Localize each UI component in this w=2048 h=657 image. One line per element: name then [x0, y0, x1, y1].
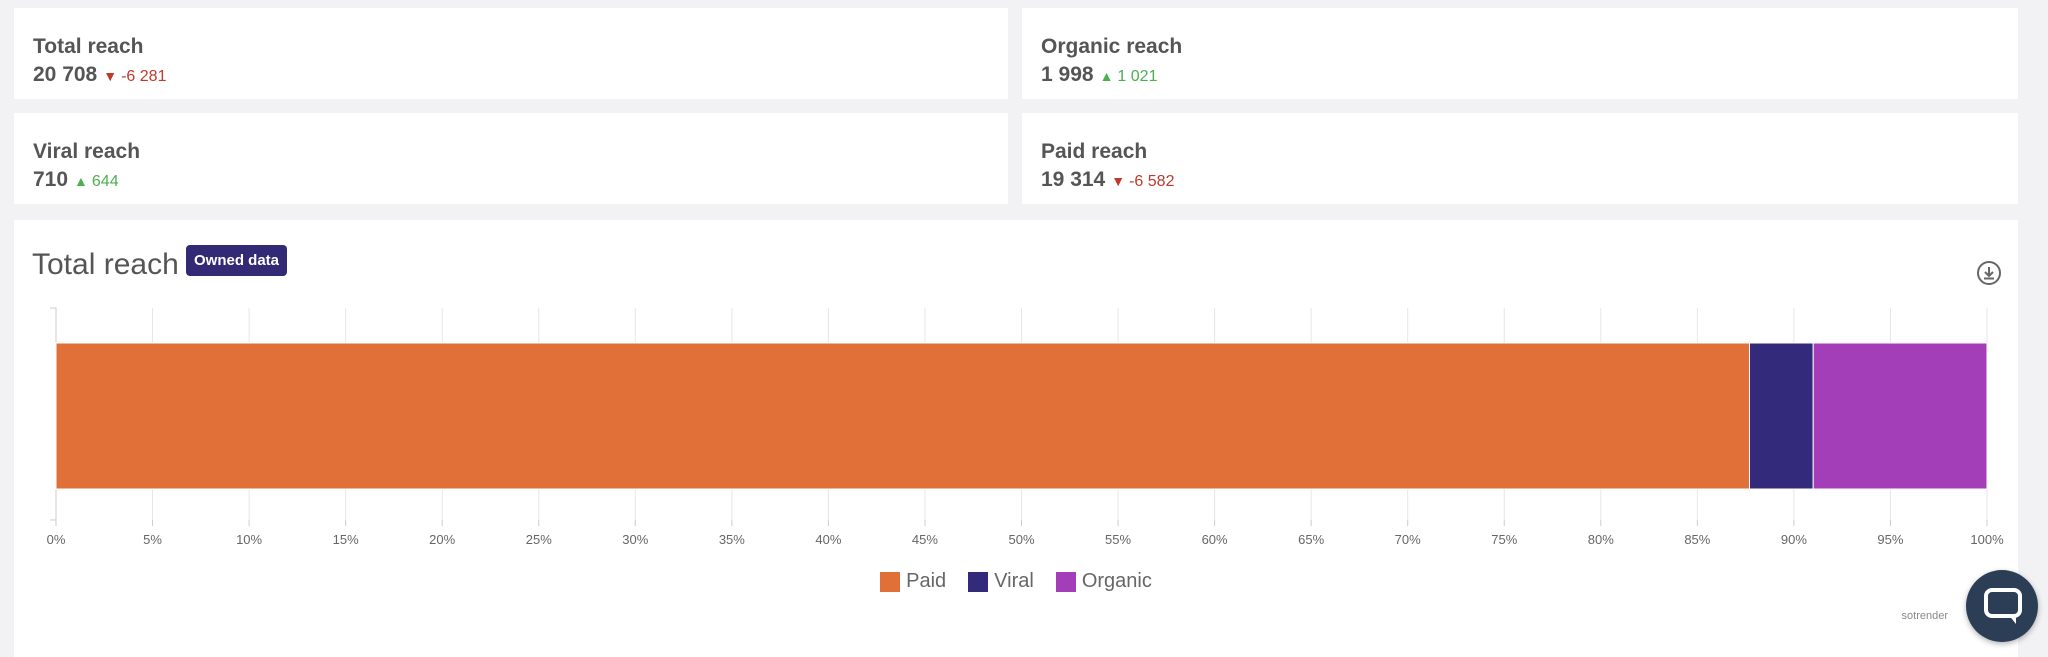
kpi-title: Viral reach — [33, 140, 141, 163]
reach-stacked-bar-chart: 0% 5% 10% 15% 20% 25% 30% 35% 40% 45% 50% 55% 60% 65%… — [47, 307, 2004, 547]
kpi-delta-value: -6 281 — [121, 68, 167, 85]
legend-label: Viral — [994, 570, 1034, 592]
kpi-delta: ▼ -6 582 — [1111, 173, 1174, 191]
legend-swatch — [968, 571, 989, 592]
kpi-card-viral-reach: Viral reach 710 ▲ 644 — [14, 113, 1008, 204]
chart-legend: Paid Viral Organic — [14, 570, 2018, 593]
x-tick-label: 55% — [1105, 532, 1131, 547]
kpi-delta: ▲ 1 021 — [1100, 68, 1158, 86]
chat-bubble-icon — [1984, 588, 2022, 624]
chat-button[interactable] — [1966, 570, 2038, 642]
kpi-title: Paid reach — [1041, 140, 1148, 163]
x-tick-label: 60% — [1202, 532, 1228, 547]
bar-segment-viral — [1748, 342, 1814, 490]
x-tick-label: 35% — [719, 532, 745, 547]
x-tick-label: 90% — [1781, 532, 1807, 547]
watermark: sotrender — [1901, 610, 1948, 622]
kpi-delta-value: 644 — [91, 173, 119, 190]
x-tick-label: 80% — [1588, 532, 1614, 547]
legend-item-paid[interactable]: Paid — [880, 570, 946, 593]
legend-swatch — [1055, 571, 1076, 592]
x-tick-label: 95% — [1877, 532, 1903, 547]
kpi-card-total-reach: Total reach 20 708 ▼ -6 281 — [14, 8, 1008, 99]
x-tick-label: 100% — [1970, 532, 2004, 547]
legend-item-organic[interactable]: Organic — [1055, 570, 1152, 593]
x-tick-label: 30% — [622, 532, 648, 547]
triangle-up-icon: ▲ — [1099, 68, 1114, 84]
y-axis-line — [50, 307, 57, 521]
chart-card: Total reach Owned data 0% 5% 10% 15% 20% 25% 3… — [14, 220, 2018, 657]
bar-segment-paid — [55, 342, 1750, 490]
legend-item-viral[interactable]: Viral — [968, 570, 1034, 593]
triangle-down-icon: ▼ — [1111, 173, 1126, 189]
chart-title: Total reach — [32, 248, 179, 281]
legend-label: Organic — [1081, 570, 1152, 592]
kpi-delta: ▲ 644 — [74, 173, 119, 191]
x-tick-label: 70% — [1395, 532, 1421, 547]
x-tick-label: 65% — [1298, 532, 1324, 547]
x-tick-label: 0% — [47, 532, 66, 547]
x-tick-label: 25% — [526, 532, 552, 547]
x-tick-label: 45% — [912, 532, 938, 547]
x-tick-label: 10% — [236, 532, 262, 547]
x-tick-label: 15% — [333, 532, 359, 547]
kpi-card-organic-reach: Organic reach 1 998 ▲ 1 021 — [1022, 8, 2018, 99]
kpi-value: 19 314 — [1041, 168, 1106, 191]
x-tick-label: 85% — [1684, 532, 1710, 547]
triangle-down-icon: ▼ — [103, 68, 118, 84]
x-tick-label: 75% — [1491, 532, 1517, 547]
kpi-delta-value: 1 021 — [1117, 68, 1158, 85]
bar-segment-organic — [1812, 342, 1988, 490]
x-tick-label: 20% — [429, 532, 455, 547]
triangle-up-icon: ▲ — [74, 173, 88, 189]
download-icon[interactable] — [1976, 260, 2002, 286]
kpi-title: Organic reach — [1041, 35, 1183, 58]
kpi-card-paid-reach: Paid reach 19 314 ▼ -6 582 — [1022, 113, 2018, 204]
kpi-delta: ▼ -6 281 — [103, 68, 166, 86]
x-tick-label: 5% — [143, 532, 162, 547]
kpi-value: 1 998 — [1041, 63, 1094, 86]
legend-swatch — [880, 571, 901, 592]
owned-data-badge: Owned data — [186, 245, 288, 276]
kpi-value: 710 — [33, 168, 69, 191]
kpi-delta-value: -6 582 — [1129, 173, 1175, 190]
kpi-title: Total reach — [33, 35, 144, 58]
legend-label: Paid — [906, 570, 947, 592]
x-tick-label: 40% — [815, 532, 841, 547]
kpi-value: 20 708 — [33, 63, 98, 86]
x-tick-label: 50% — [1008, 532, 1034, 547]
